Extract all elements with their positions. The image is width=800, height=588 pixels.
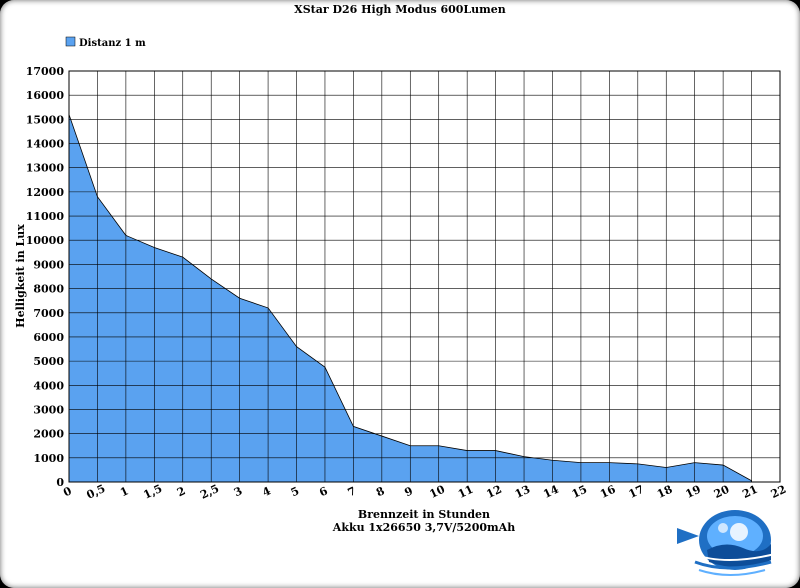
x-tick-label: 11: [456, 483, 475, 501]
x-tick-label: 18: [655, 483, 675, 501]
y-tick-label: 13000: [26, 162, 65, 175]
x-tick-label: 4: [260, 484, 273, 499]
x-tick-label: 5: [289, 484, 301, 499]
x-tick-label: 12: [484, 483, 503, 501]
y-tick-label: 3000: [33, 403, 64, 416]
y-tick-label: 8000: [33, 283, 64, 296]
x-tick-label: 22: [769, 483, 788, 501]
x-tick-label: 0,5: [85, 482, 108, 502]
y-axis-ticks: 0 1000 2000 3000 4000 5000 6000 7000 8000 9000 100…: [26, 65, 65, 489]
grid-overlay: [68, 70, 781, 483]
y-tick-label: 2000: [33, 428, 64, 441]
y-tick-label: 7000: [33, 307, 64, 320]
x-tick-label: 20: [712, 483, 732, 501]
legend-label: Distanz 1 m: [79, 38, 146, 49]
legend-swatch: [65, 36, 76, 47]
x-tick-label: 19: [684, 483, 703, 501]
plot-border: [68, 70, 781, 483]
x-tick-label: 7: [346, 484, 358, 499]
y-tick-label: 12000: [26, 186, 65, 199]
x-tick-label: 6: [317, 484, 330, 499]
y-tick-label: 1000: [33, 452, 64, 465]
y-tick-label: 14000: [26, 138, 65, 151]
y-tick-label: 17000: [26, 65, 65, 78]
y-tick-label: 11000: [26, 210, 65, 223]
y-tick-label: 10000: [26, 234, 65, 247]
x-tick-label: 9: [403, 484, 415, 499]
x-tick-label: 3: [232, 484, 244, 499]
x-tick-label: 1: [118, 484, 130, 499]
x-axis-label: Brennzeit in Stunden: [358, 508, 490, 521]
y-tick-label: 0: [56, 476, 64, 489]
x-tick-label: 16: [598, 483, 618, 501]
x-tick-label: 2,5: [198, 482, 221, 502]
y-axis-label: Helligkeit in Lux: [14, 224, 27, 328]
chart-title: XStar D26 High Modus 600Lumen: [294, 3, 506, 16]
x-tick-label: 13: [513, 483, 532, 501]
x-tick-label: 17: [627, 483, 646, 501]
x-axis-sublabel: Akku 1x26650 3,7V/5200mAh: [332, 521, 515, 534]
y-tick-label: 6000: [33, 331, 64, 344]
x-tick-label: 14: [541, 483, 561, 501]
x-tick-label: 1,5: [141, 482, 164, 502]
x-tick-label: 10: [428, 483, 448, 501]
legend: Distanz 1 m: [65, 36, 146, 49]
x-tick-label: 15: [570, 483, 589, 501]
x-tick-label: 0: [61, 484, 74, 499]
y-tick-label: 4000: [33, 379, 64, 392]
x-tick-label: 2: [175, 484, 187, 499]
y-tick-label: 16000: [26, 89, 65, 102]
y-tick-label: 5000: [33, 355, 64, 368]
logo-icon: [677, 510, 776, 576]
x-axis-ticks: 0 0,5 1 1,5 2 2,5 3 4 5 6 7 8 9 10 11 12 13 14 15 16 17 18 19 2…: [61, 482, 788, 502]
y-tick-label: 9000: [33, 258, 64, 271]
x-tick-label: 8: [374, 484, 387, 499]
x-tick-label: 21: [740, 483, 759, 501]
y-tick-label: 15000: [26, 113, 65, 126]
